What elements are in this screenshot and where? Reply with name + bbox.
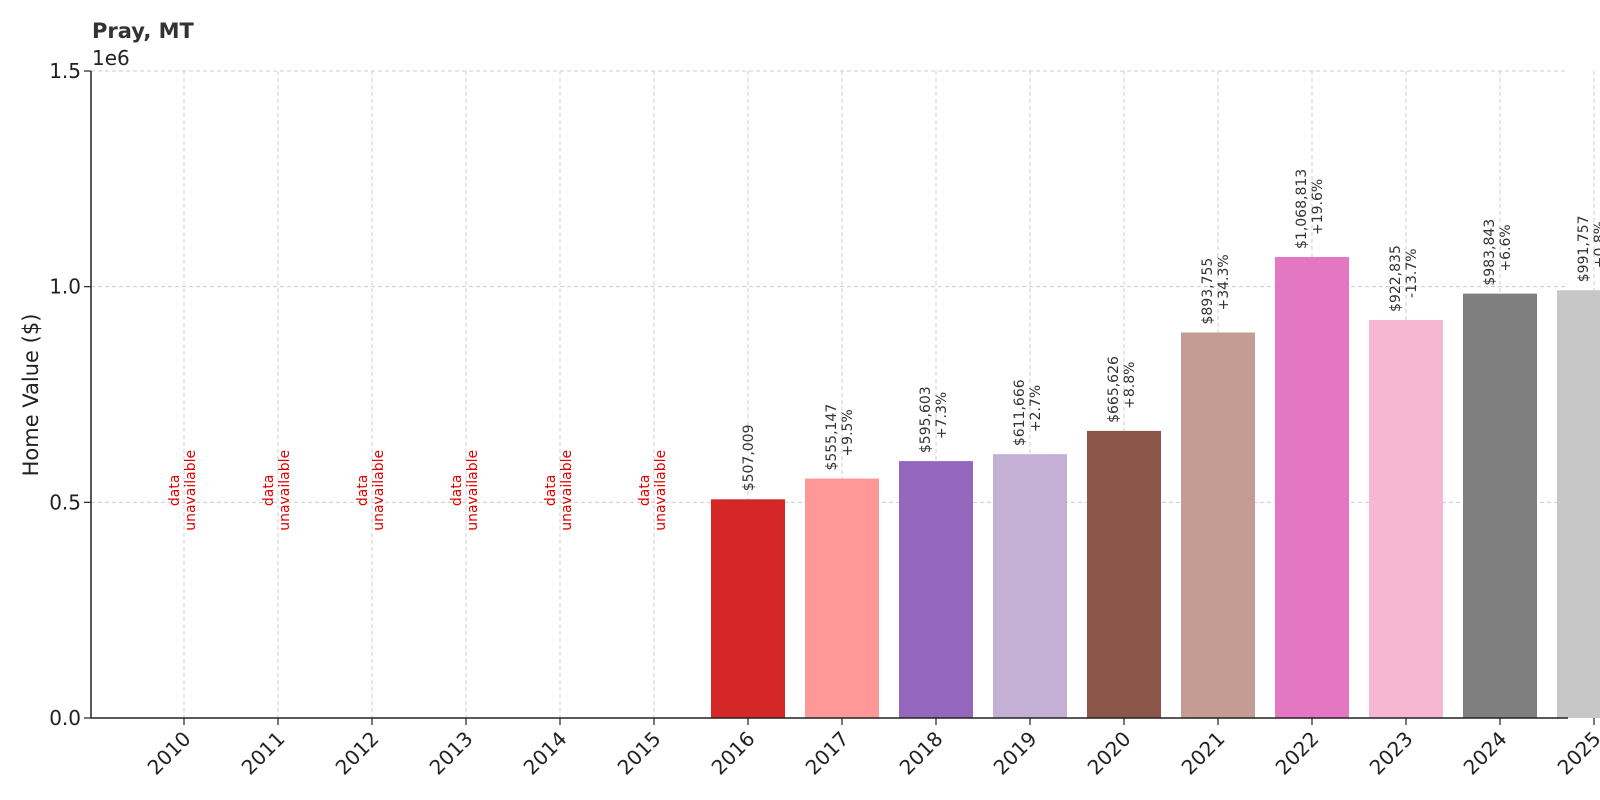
bar-2023 — [1369, 319, 1443, 718]
y-tick-label: 1.0 — [49, 275, 81, 299]
unavailable-label: data — [261, 475, 277, 507]
value-label: $665,626 — [1106, 356, 1122, 423]
unavailable-label: data — [167, 475, 183, 507]
change-label: -13.7% — [1404, 248, 1420, 298]
x-tick-label: 2019 — [989, 727, 1042, 780]
bar-2024 — [1463, 293, 1537, 718]
value-label: $507,009 — [741, 424, 757, 491]
unavailable-label: data — [449, 475, 465, 507]
bar-2020 — [1087, 430, 1161, 718]
value-label: $983,843 — [1482, 219, 1498, 286]
unavailable-label: data — [543, 475, 559, 507]
x-tick-label: 2017 — [801, 727, 854, 780]
value-label: $555,147 — [824, 404, 840, 471]
chart-title: Pray, MT — [92, 19, 195, 43]
value-label: $1,068,813 — [1294, 169, 1310, 249]
x-tick-label: 2018 — [895, 727, 948, 780]
y-tick-label: 0.5 — [49, 490, 81, 514]
unavailable-label: unavailable — [371, 450, 387, 531]
bar-2017 — [805, 478, 879, 718]
unavailable-label: unavailable — [465, 450, 481, 531]
x-tick-label: 2023 — [1365, 727, 1418, 780]
unavailable-label: data — [637, 475, 653, 507]
bar-2016 — [711, 499, 785, 718]
change-label: +8.8% — [1122, 362, 1138, 409]
unavailable-label: data — [355, 475, 371, 507]
change-label: +34.3% — [1216, 254, 1232, 310]
bar-2022 — [1275, 256, 1349, 718]
y-tick-label: 1.5 — [49, 59, 81, 83]
value-label: $611,666 — [1012, 379, 1028, 446]
x-tick-label: 2016 — [707, 727, 760, 780]
x-tick-label: 2011 — [237, 727, 290, 780]
value-label: $595,603 — [918, 386, 934, 453]
x-tick-label: 2013 — [425, 727, 478, 780]
unavailable-label: unavailable — [277, 450, 293, 531]
value-label: $922,835 — [1388, 245, 1404, 312]
y-axis-label: Home Value ($) — [19, 314, 43, 477]
x-tick-label: 2021 — [1177, 727, 1230, 780]
x-tick-label: 2012 — [331, 727, 384, 780]
x-tick-label: 2025 — [1553, 727, 1600, 780]
x-tick-label: 2022 — [1271, 727, 1324, 780]
bar-2019 — [993, 454, 1067, 718]
value-label: $893,755 — [1200, 258, 1216, 325]
y-tick-label: 0.0 — [49, 706, 81, 730]
bars — [711, 256, 1600, 718]
x-tick-label: 2015 — [613, 727, 666, 780]
x-tick-label: 2014 — [519, 727, 572, 780]
change-label: +0.8% — [1592, 221, 1600, 268]
x-tick-label: 2020 — [1083, 727, 1136, 780]
bar-labels: data unavailable data unavailable data unavai… — [167, 169, 1600, 531]
unavailable-label: unavailable — [559, 450, 575, 531]
bar-2025 — [1557, 290, 1600, 718]
bar-2021 — [1181, 332, 1255, 718]
unavailable-label: unavailable — [653, 450, 669, 531]
unavailable-label: unavailable — [183, 450, 199, 531]
change-label: +6.6% — [1498, 224, 1514, 271]
value-label: $991,757 — [1576, 215, 1592, 282]
y-axis-ticks: 0.0 0.5 1.0 1.5 — [49, 59, 91, 730]
y-offset-text: 1e6 — [92, 46, 130, 70]
x-tick-label: 2024 — [1459, 727, 1512, 780]
change-label: +2.7% — [1028, 385, 1044, 432]
bar-2018 — [899, 461, 973, 718]
x-axis-ticks: 2010 2011 2012 2013 2014 2015 2016 2017 2018 2019… — [143, 718, 1600, 780]
change-label: +7.3% — [934, 392, 950, 439]
x-tick-label: 2010 — [143, 727, 196, 780]
change-label: +9.5% — [840, 409, 856, 456]
change-label: +19.6% — [1310, 179, 1326, 235]
